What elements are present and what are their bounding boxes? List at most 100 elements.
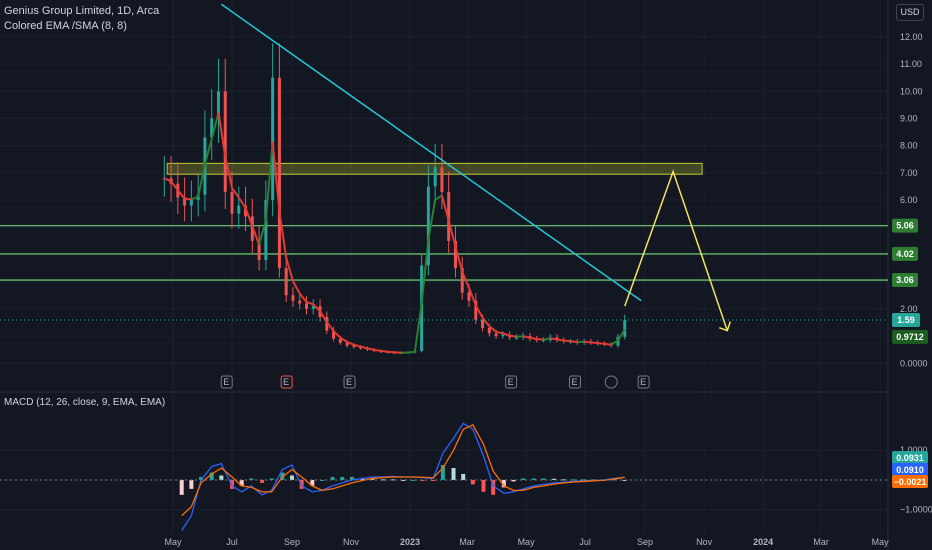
- candle-body: [623, 320, 627, 337]
- ema-segment: [184, 197, 192, 201]
- histogram-bar: [511, 479, 516, 482]
- candle-body: [440, 167, 444, 192]
- ema-segment: [454, 246, 464, 273]
- symbol-legend[interactable]: Genius Group Limited, 1D, Arca: [4, 5, 160, 17]
- candle-body: [426, 186, 430, 266]
- histogram-bar: [370, 478, 375, 480]
- earnings-marker[interactable]: [505, 375, 518, 389]
- ema-segment: [550, 337, 558, 341]
- signal-line[interactable]: [181, 424, 625, 517]
- candle-body: [575, 341, 579, 343]
- histogram-bar: [440, 465, 445, 480]
- ema-segment: [264, 141, 274, 221]
- projection-arrowhead: [719, 321, 732, 332]
- descending-trendline[interactable]: [220, 3, 642, 302]
- ema-segment: [590, 341, 598, 345]
- candle-body: [237, 205, 241, 214]
- earnings-marker[interactable]: [220, 375, 233, 389]
- macd-value-badge: [892, 475, 928, 488]
- histogram-bar: [289, 475, 294, 480]
- candle-body: [514, 337, 518, 339]
- ema-segment: [224, 156, 233, 189]
- candle-body: [433, 167, 437, 187]
- ema-segment: [244, 207, 254, 227]
- price-tick-label: 8.00: [900, 141, 918, 151]
- candle-body: [332, 330, 336, 339]
- earnings-marker-label: E: [346, 377, 352, 387]
- time-tick-label: May: [164, 537, 182, 547]
- histogram-bar: [541, 478, 546, 480]
- candle-body: [311, 306, 315, 309]
- ema-segment: [563, 339, 571, 343]
- ema-segment: [177, 189, 186, 200]
- ema-segment: [163, 177, 172, 183]
- ema-segment: [271, 141, 281, 212]
- histogram-bar: [491, 479, 496, 495]
- price-tick-label: 12.00: [900, 32, 923, 42]
- ema-segment: [502, 332, 510, 337]
- price-tick-label: 7.00: [900, 168, 918, 178]
- ema-segment: [610, 339, 619, 346]
- candle-body: [223, 91, 227, 192]
- histogram-bar: [380, 479, 385, 481]
- earnings-marker-label: E: [640, 377, 646, 387]
- time-tick-label: Jul: [579, 537, 591, 547]
- macd-value-label: 0.0931: [896, 453, 924, 463]
- earnings-marker[interactable]: [637, 375, 650, 389]
- candle-body: [494, 333, 498, 337]
- candle-body: [447, 191, 451, 241]
- time-tick-label: Jul: [226, 537, 238, 547]
- price-tick-label: 2.00: [900, 304, 918, 314]
- candle-body: [474, 300, 478, 320]
- ema-segment: [237, 197, 247, 209]
- projection-path[interactable]: [624, 169, 728, 331]
- earnings-marker-label: E: [571, 377, 577, 387]
- ema-segment: [474, 304, 484, 319]
- ema-segment: [258, 219, 267, 245]
- histogram-bar: [571, 479, 576, 481]
- candle-body: [481, 319, 485, 328]
- candle-body: [216, 91, 220, 119]
- level-badge: [892, 246, 918, 261]
- time-axis[interactable]: May Jul Sep Nov 2023 Mar May Jul Sep Nov 2024 Mar Ma…: [164, 537, 889, 547]
- ema-segment: [420, 239, 430, 305]
- histogram-bar: [199, 476, 204, 480]
- candle-body: [453, 240, 457, 269]
- candle-body: [298, 300, 302, 304]
- ema-segment: [407, 350, 415, 354]
- indicator-legend[interactable]: Colored EMA /SMA (8, 8): [4, 20, 127, 32]
- earnings-marker[interactable]: [280, 375, 293, 389]
- candle-body: [304, 303, 308, 309]
- currency-button[interactable]: USD: [896, 4, 924, 21]
- candle-body: [501, 334, 505, 337]
- histogram-bar: [340, 476, 345, 480]
- ema-segment: [529, 336, 537, 341]
- ema-segment: [353, 343, 361, 348]
- dividend-marker-icon[interactable]: [604, 375, 618, 389]
- earnings-marker[interactable]: [568, 375, 581, 389]
- macd-legend[interactable]: MACD (12, 26, close, 9, EMA, EMA): [4, 397, 166, 408]
- macd-value-badge: [892, 463, 928, 476]
- ema-segment: [306, 300, 314, 306]
- last-price-badge: [892, 313, 920, 328]
- ema-segment: [231, 187, 240, 199]
- ema-segment: [440, 195, 450, 221]
- histogram-bar: [249, 478, 254, 480]
- price-axis[interactable]: 12.0011.0010.009.008.007.006.005.004.003…: [892, 32, 932, 515]
- ema-segment: [617, 328, 626, 341]
- time-tick-label: 2023: [400, 537, 420, 547]
- ema-segment: [522, 335, 531, 339]
- earnings-marker[interactable]: [343, 375, 356, 389]
- candle-body: [277, 77, 281, 269]
- ema-segment: [292, 280, 301, 294]
- time-tick-label: Mar: [813, 537, 829, 547]
- macd-pane[interactable]: [0, 422, 888, 531]
- histogram-bar: [481, 479, 486, 492]
- price-tick-label: 0.0000: [900, 358, 928, 368]
- ema-segment: [543, 337, 551, 341]
- ema-segment: [170, 180, 179, 191]
- histogram-bar: [420, 479, 425, 481]
- ema-segment: [481, 317, 491, 327]
